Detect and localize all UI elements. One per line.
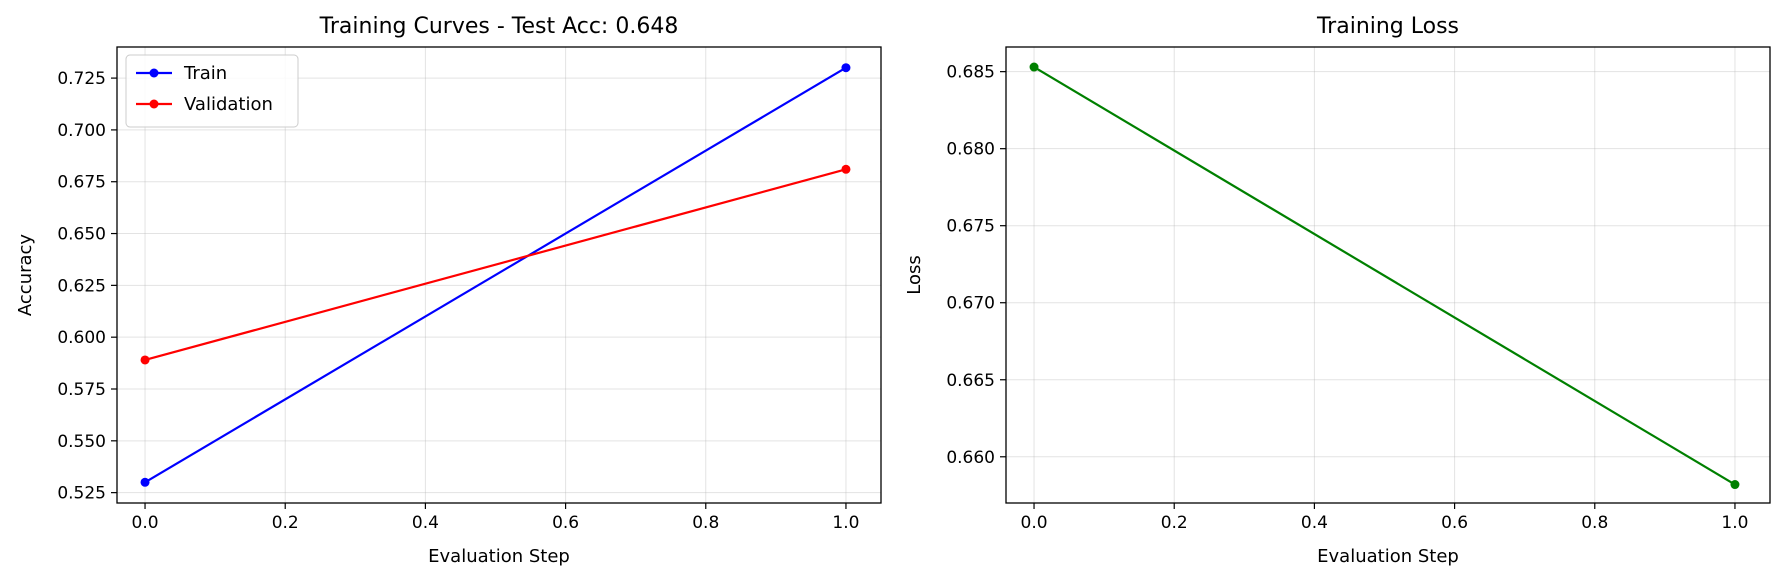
x-tick-label: 1.0 [1721,513,1748,533]
y-tick-label: 0.550 [57,432,106,452]
y-tick-label: 0.660 [946,448,995,468]
series-line [1033,66,1736,486]
data-point [841,63,851,73]
x-axis-label: Evaluation Step [1317,546,1459,567]
y-tick-label: 0.525 [57,484,106,504]
x-tick-label: 0.4 [412,513,439,533]
y-tick-label: 0.700 [57,121,106,141]
x-tick-label: 0.4 [1301,513,1328,533]
plot-frame [1005,46,1771,504]
data-point [1730,480,1740,490]
legend-label: Train [183,63,227,84]
chart-title: Training Curves - Test Acc: 0.648 [319,14,679,39]
plot-frame [116,46,882,504]
chart-title: Training Loss [1316,14,1459,39]
legend-label: Validation [184,94,273,115]
y-tick-label: 0.575 [57,380,106,400]
y-tick-label: 0.625 [57,276,106,296]
x-tick-label: 0.0 [132,513,159,533]
x-tick-label: 0.8 [1581,513,1608,533]
y-tick-label: 0.685 [946,63,995,83]
legend-marker [149,99,159,109]
y-axis-label: Accuracy [15,234,36,317]
y-tick-label: 0.650 [57,225,106,245]
data-point [140,355,150,365]
data-point [1029,62,1039,72]
loss-chart: 0.0 0.2 0.4 0.6 0.8 1.0 0.660 0.665 0.670 0.675 0.… [904,14,1771,567]
x-tick-label: 1.0 [832,513,859,533]
x-tick-label: 0.6 [552,513,579,533]
legend-marker [149,68,159,78]
data-point [841,164,851,174]
series-line [144,66,847,484]
y-tick-label: 0.600 [57,328,106,348]
y-tick-label: 0.665 [946,371,995,391]
x-axis-label: Evaluation Step [428,546,570,567]
y-tick-label: 0.675 [57,173,106,193]
x-tick-label: 0.2 [1161,513,1188,533]
accuracy-chart: 0.0 0.2 0.4 0.6 0.8 1.0 0.525 0.550 0.575 0.600 0.… [15,14,882,567]
x-tick-label: 0.2 [272,513,299,533]
x-tick-label: 0.6 [1441,513,1468,533]
series-line [144,168,847,362]
y-tick-label: 0.680 [946,140,995,160]
y-axis-label: Loss [904,255,925,294]
x-tick-label: 0.0 [1021,513,1048,533]
y-tick-label: 0.675 [946,217,995,237]
y-tick-label: 0.725 [57,69,106,89]
data-point [140,477,150,487]
y-tick-label: 0.670 [946,294,995,314]
x-tick-label: 0.8 [692,513,719,533]
